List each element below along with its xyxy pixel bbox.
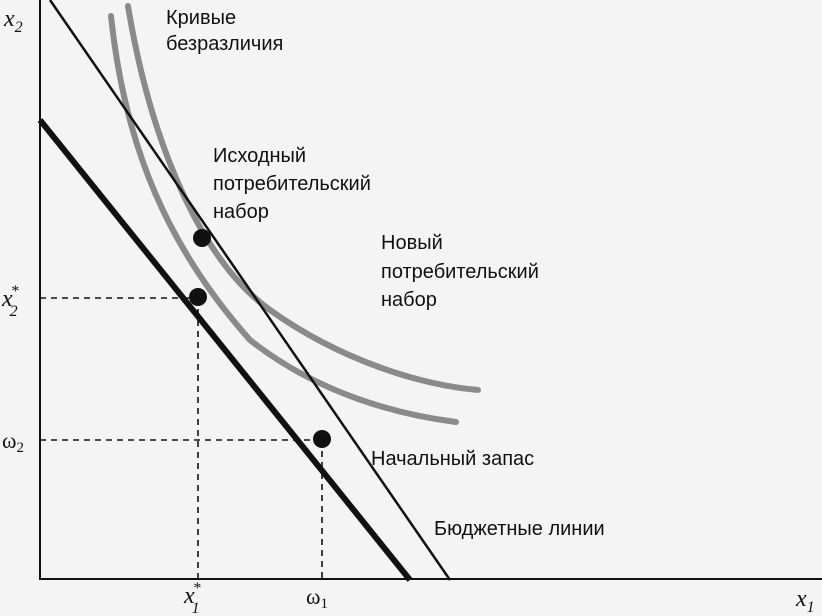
label-new-bundle-3: набор — [381, 289, 437, 311]
indifference-curve-lower — [108, 13, 459, 425]
original-bundle-point — [193, 229, 211, 247]
y-axis-label: x2 — [3, 6, 23, 36]
label-original-bundle-3: набор — [213, 201, 269, 223]
budget-line-thick — [37, 118, 413, 582]
label-new-bundle-1: Новый — [381, 232, 443, 254]
label-new-bundle-2: потребительский — [381, 261, 539, 283]
label-indifference-curves-1: Кривые — [166, 7, 236, 29]
new-bundle-point — [189, 288, 207, 306]
tick-omega2: ω2 — [2, 428, 24, 456]
endowment-point — [313, 430, 331, 448]
label-indifference-curves-2: безразличия — [166, 33, 283, 55]
tick-y-star: x* 2 — [1, 283, 19, 320]
label-endowment: Начальный запас — [371, 448, 534, 470]
label-budget-lines: Бюджетные линии — [434, 518, 605, 540]
tick-x-star: x* 1 — [183, 580, 201, 616]
indifference-curve-upper — [125, 3, 481, 393]
label-original-bundle-1: Исходный — [213, 145, 306, 167]
x-axis-label: x1 — [795, 586, 815, 616]
budget-line-thin — [48, 0, 452, 581]
tick-omega1: ω1 — [306, 584, 328, 612]
label-original-bundle-2: потребительский — [213, 173, 371, 195]
